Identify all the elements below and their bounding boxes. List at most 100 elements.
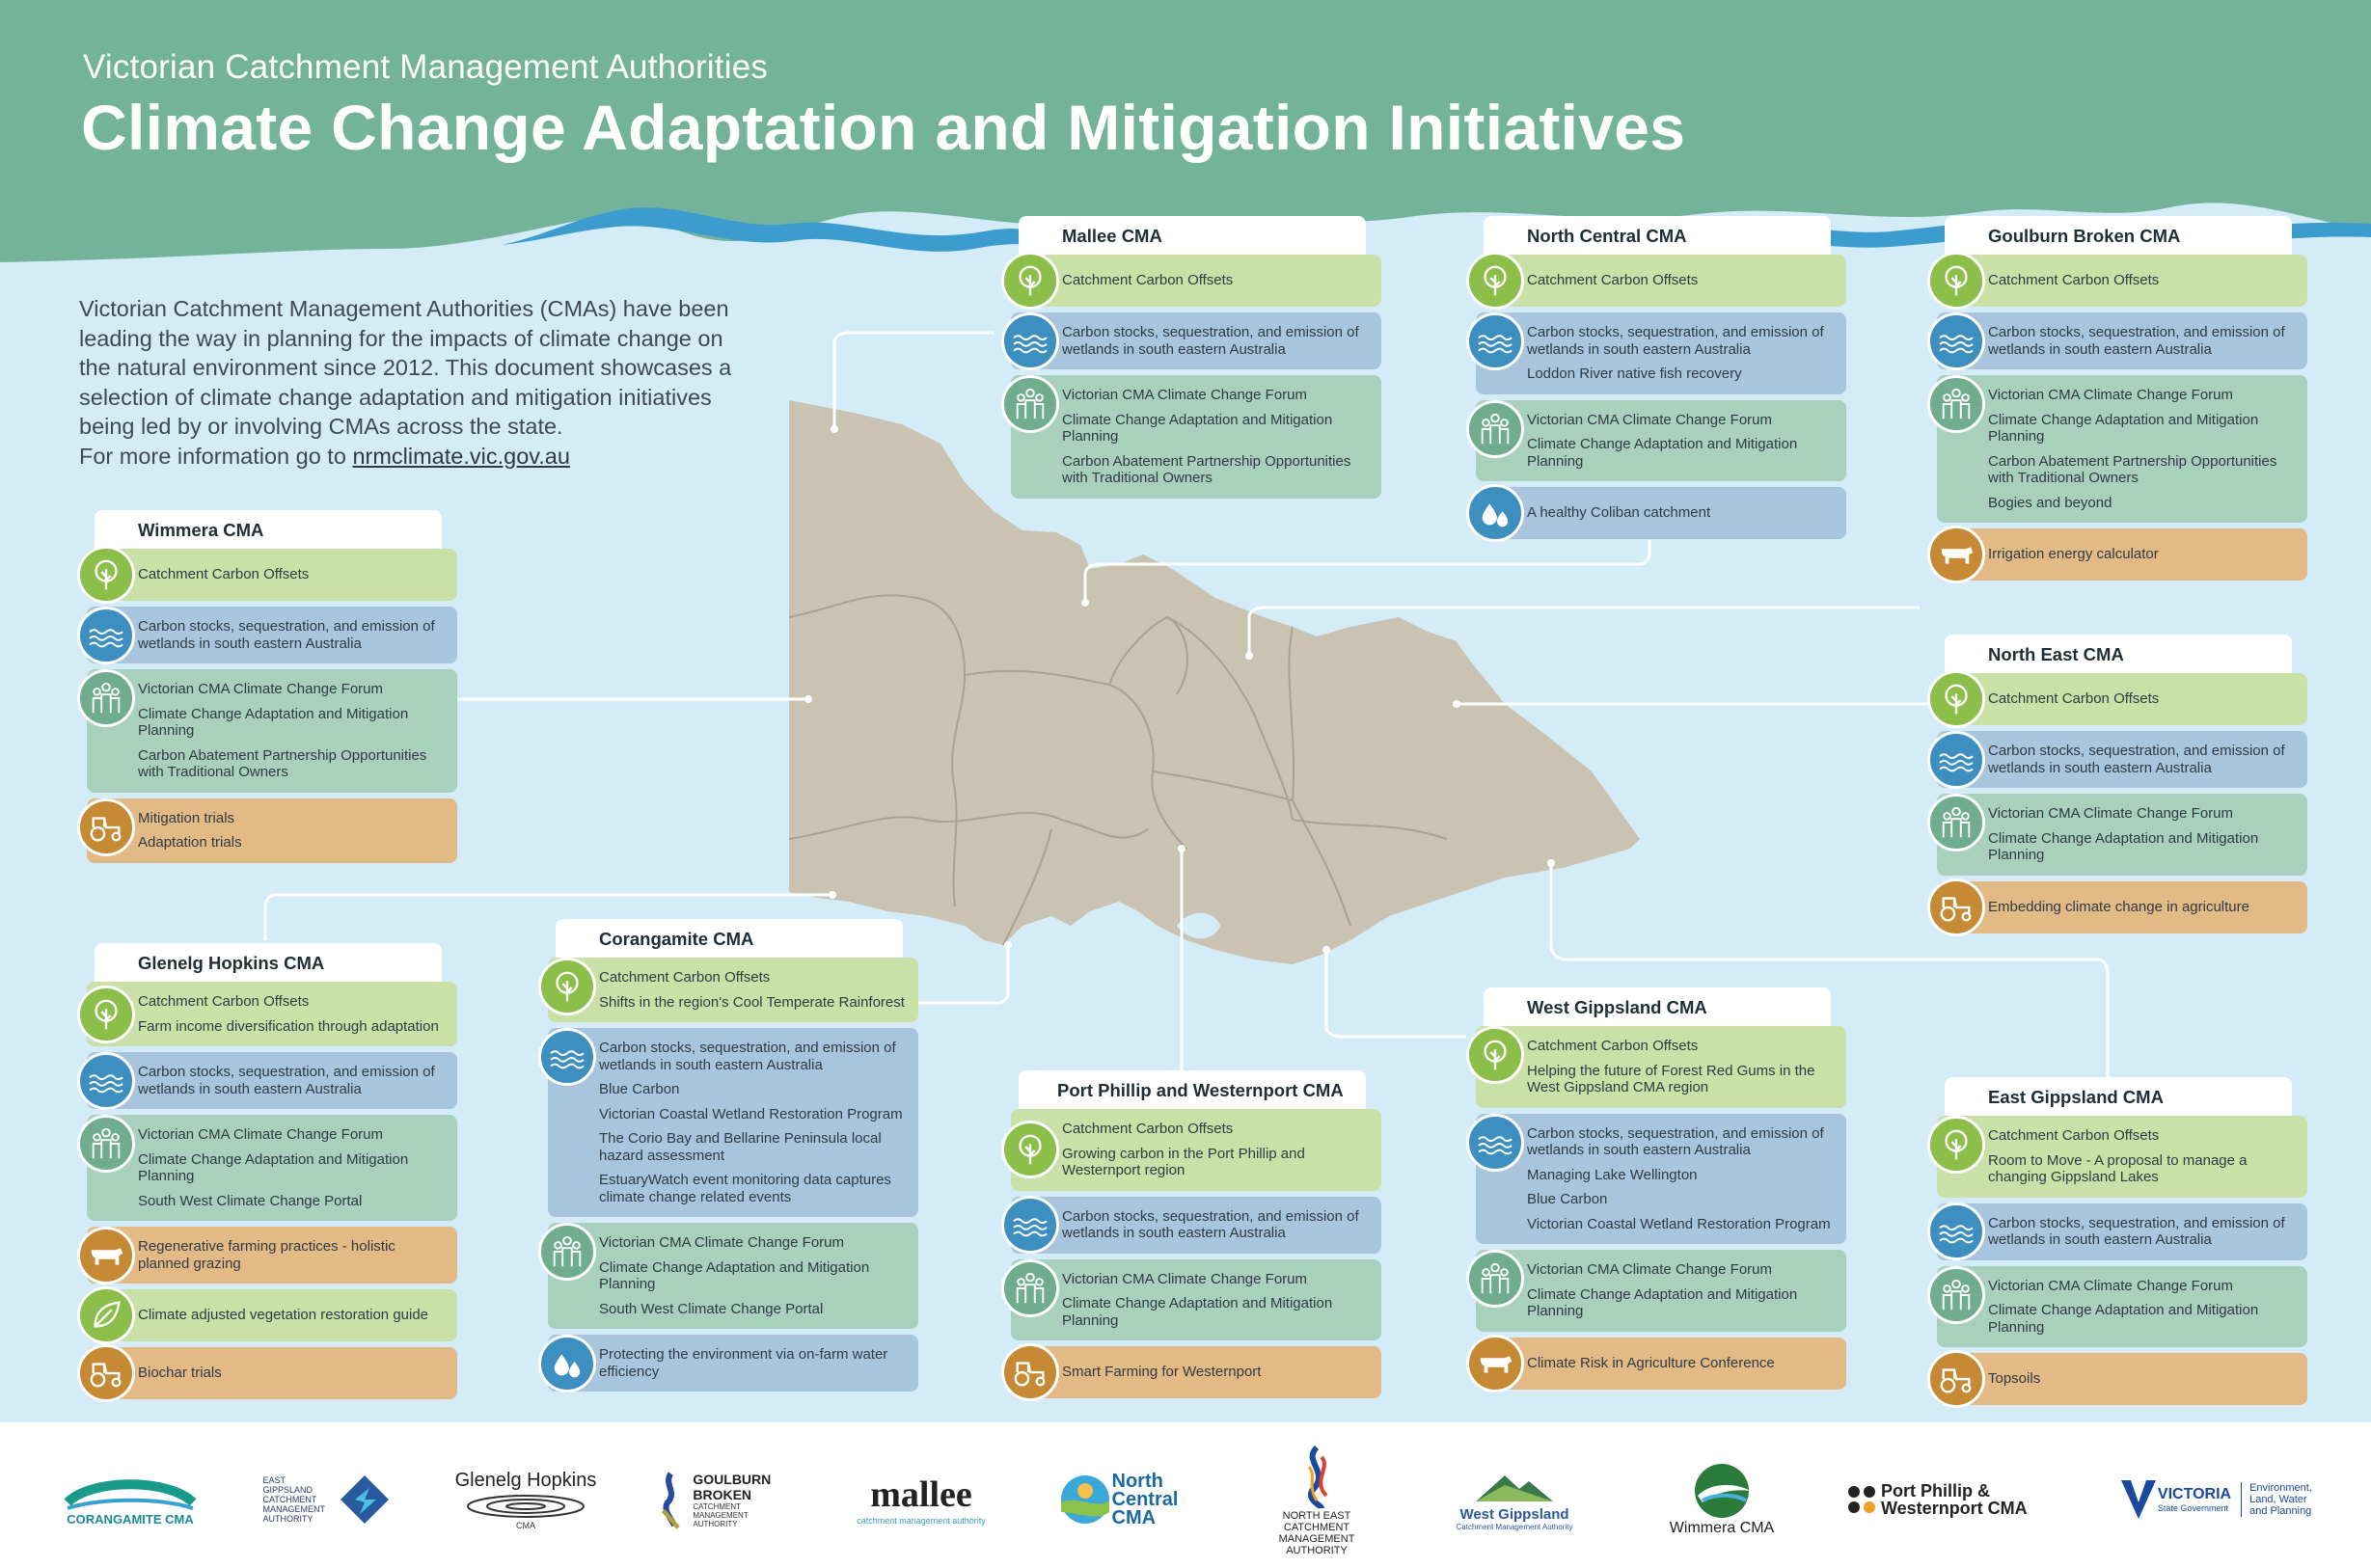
card-wetlands-carbon[interactable]: Carbon stocks, sequestration, and emissi… — [1001, 1196, 1381, 1254]
water-waves-icon — [1466, 312, 1524, 370]
cma-panel-corangamite: Corangamite CMA Catchment Carbon Offsets… — [538, 919, 918, 1397]
glenelg-hopkins-logo: Glenelg Hopkins CMA — [454, 1469, 597, 1530]
card-catchment-carbon[interactable]: Catchment Carbon Offsets — [1466, 252, 1846, 310]
footer-logos: CORANGAMITE CMA EAST GIPPSLAND CATCHMENT… — [0, 1422, 2371, 1568]
more-info-link[interactable]: nrmclimate.vic.gov.au — [352, 443, 570, 469]
cma-panel-west-gippsland: West Gippsland CMA Catchment Carbon Offs… — [1466, 987, 1846, 1395]
tree-icon — [1927, 1116, 1985, 1174]
card-agriculture[interactable]: Embedding climate change in agriculture — [1927, 878, 2307, 936]
card-irrigation[interactable]: Irrigation energy calculator — [1927, 526, 2307, 583]
card-wetlands-carbon[interactable]: Carbon stocks, sequestration, and emissi… — [1927, 730, 2307, 789]
tree-icon — [1001, 1121, 1059, 1179]
west-gippsland-logo: West Gippsland Catchment Management Auth… — [1437, 1442, 1592, 1557]
cow-icon — [1927, 526, 1985, 583]
water-drops-icon — [538, 1334, 596, 1392]
card-catchment-carbon[interactable]: Catchment Carbon Offsets — [77, 546, 457, 604]
card-coliban[interactable]: A healthy Coliban catchment — [1466, 484, 1846, 542]
card-catchment-carbon[interactable]: Catchment Carbon Offsets — [1927, 252, 2307, 310]
leaf-icon — [77, 1286, 135, 1344]
card-wetlands-carbon[interactable]: Carbon stocks, sequestration, and emissi… — [1466, 1113, 1846, 1244]
people-icon — [538, 1223, 596, 1281]
card-forum-planning[interactable]: Victorian CMA Climate Change Forum Clima… — [538, 1223, 918, 1329]
people-icon — [77, 1115, 135, 1173]
tractor-icon — [77, 1344, 135, 1402]
page-title: Climate Change Adaptation and Mitigation… — [81, 92, 1686, 163]
card-smart-farming[interactable]: Smart Farming for Westernport — [1001, 1343, 1381, 1401]
card-catchment-carbon[interactable]: Catchment Carbon Offsets Room to Move - … — [1927, 1116, 2307, 1198]
cma-title: Port Phillip and Westernport CMA — [1019, 1070, 1366, 1109]
cow-icon — [1466, 1334, 1524, 1392]
people-icon — [1466, 1250, 1524, 1308]
water-waves-icon — [1001, 1196, 1059, 1254]
card-catchment-carbon[interactable]: Catchment Carbon Offsets — [1927, 670, 2307, 728]
card-catchment-carbon[interactable]: Catchment Carbon Offsets Helping the fut… — [1466, 1026, 1846, 1108]
tree-icon — [1001, 252, 1059, 310]
corangamite-logo: CORANGAMITE CMA — [58, 1442, 203, 1557]
more-info-prefix: For more information go to — [79, 443, 353, 469]
cma-panel-mallee: Mallee CMA Catchment Carbon Offsets Carb… — [1001, 216, 1381, 504]
people-icon — [1001, 375, 1059, 433]
cow-icon — [77, 1226, 135, 1284]
card-forum-planning[interactable]: Victorian CMA Climate Change Forum Clima… — [77, 1115, 457, 1221]
card-wetlands-carbon[interactable]: Carbon stocks, sequestration, and emissi… — [1927, 311, 2307, 370]
card-wetlands-carbon[interactable]: Carbon stocks, sequestration, and emissi… — [538, 1028, 918, 1217]
header-subtitle: Victorian Catchment Management Authoriti… — [83, 48, 769, 86]
cma-title: Goulburn Broken CMA — [1945, 216, 2292, 255]
intro-paragraph: Victorian Catchment Management Authoriti… — [79, 294, 735, 471]
cma-panel-north-east: North East CMA Catchment Carbon Offsets … — [1927, 635, 2307, 939]
card-catchment-carbon[interactable]: Catchment Carbon Offsets Shifts in the r… — [538, 958, 918, 1022]
cma-title: East Gippsland CMA — [1945, 1077, 2292, 1116]
water-waves-icon — [1927, 311, 1985, 370]
card-wetlands-carbon[interactable]: Carbon stocks, sequestration, and emissi… — [77, 1051, 457, 1110]
header-banner: Victorian Catchment Management Authoriti… — [0, 0, 2371, 280]
card-trials[interactable]: Mitigation trials Adaptation trials — [77, 798, 457, 863]
card-on-farm-water[interactable]: Protecting the environment via on-farm w… — [538, 1334, 918, 1392]
card-forum-planning[interactable]: Victorian CMA Climate Change Forum Clima… — [1466, 1250, 1846, 1332]
card-regenerative-farming[interactable]: Regenerative farming practices - holisti… — [77, 1226, 457, 1284]
north-central-logo: North Central CMA — [1051, 1442, 1196, 1557]
card-wetlands-carbon[interactable]: Carbon stocks, sequestration, and emissi… — [1466, 312, 1846, 394]
cma-title: Glenelg Hopkins CMA — [95, 943, 442, 982]
tree-icon — [77, 985, 135, 1043]
goulburn-broken-logo: GOULBURN BROKEN CATCHMENT MANAGEMENT AUT… — [656, 1442, 801, 1557]
card-forum-planning[interactable]: Victorian CMA Climate Change Forum Clima… — [1927, 1265, 2307, 1347]
cma-title: North East CMA — [1945, 635, 2292, 673]
card-forum-planning[interactable]: Victorian CMA Climate Change Forum Clima… — [1927, 794, 2307, 876]
cma-title: West Gippsland CMA — [1484, 987, 1831, 1026]
mallee-logo: mallee catchment management authority — [857, 1474, 986, 1526]
north-east-logo: NORTH EAST CATCHMENT MANAGEMENT AUTHORIT… — [1244, 1442, 1389, 1557]
card-biochar[interactable]: Biochar trials — [77, 1344, 457, 1402]
card-forum-planning[interactable]: Victorian CMA Climate Change Forum Clima… — [1466, 399, 1846, 481]
tractor-icon — [1927, 1350, 1985, 1408]
tree-icon — [1466, 1026, 1524, 1084]
wimmera-logo: Wimmera CMA — [1649, 1442, 1794, 1557]
cma-panel-goulburn-broken: Goulburn Broken CMA Catchment Carbon Off… — [1927, 216, 2307, 586]
card-forum-planning[interactable]: Victorian CMA Climate Change Forum Clima… — [77, 669, 457, 793]
card-wetlands-carbon[interactable]: Carbon stocks, sequestration, and emissi… — [77, 606, 457, 664]
card-catchment-carbon[interactable]: Catchment Carbon Offsets Growing carbon … — [1001, 1109, 1381, 1191]
card-climate-risk[interactable]: Climate Risk in Agriculture Conference — [1466, 1334, 1846, 1392]
tractor-icon — [77, 798, 135, 856]
card-catchment-carbon[interactable]: Catchment Carbon Offsets — [1001, 252, 1381, 310]
card-forum-planning[interactable]: Victorian CMA Climate Change Forum Clima… — [1001, 375, 1381, 499]
cma-title: Corangamite CMA — [556, 919, 903, 958]
banner-wave-graphic — [0, 0, 2371, 262]
people-icon — [1927, 1265, 1985, 1324]
people-icon — [1466, 399, 1524, 458]
tree-icon — [1466, 252, 1524, 310]
cma-panel-port-phillip: Port Phillip and Westernport CMA Catchme… — [1001, 1070, 1381, 1404]
water-waves-icon — [1927, 730, 1985, 789]
card-wetlands-carbon[interactable]: Carbon stocks, sequestration, and emissi… — [1927, 1203, 2307, 1260]
card-forum-planning[interactable]: Victorian CMA Climate Change Forum Clima… — [1927, 375, 2307, 523]
cma-panel-east-gippsland: East Gippsland CMA Catchment Carbon Offs… — [1927, 1077, 2307, 1411]
intro-text: Victorian Catchment Management Authoriti… — [79, 296, 732, 439]
card-forum-planning[interactable]: Victorian CMA Climate Change Forum Clima… — [1001, 1258, 1381, 1340]
card-vegetation-guide[interactable]: Climate adjusted vegetation restoration … — [77, 1286, 457, 1344]
tractor-icon — [1001, 1343, 1059, 1401]
card-topsoils[interactable]: Topsoils — [1927, 1350, 2307, 1408]
people-icon — [1927, 794, 1985, 852]
card-catchment-carbon[interactable]: Catchment Carbon Offsets Farm income div… — [77, 982, 457, 1046]
cma-panel-wimmera: Wimmera CMA Catchment Carbon Offsets Car… — [77, 510, 457, 869]
people-icon — [1001, 1258, 1059, 1317]
card-wetlands-carbon[interactable]: Carbon stocks, sequestration, and emissi… — [1001, 311, 1381, 370]
